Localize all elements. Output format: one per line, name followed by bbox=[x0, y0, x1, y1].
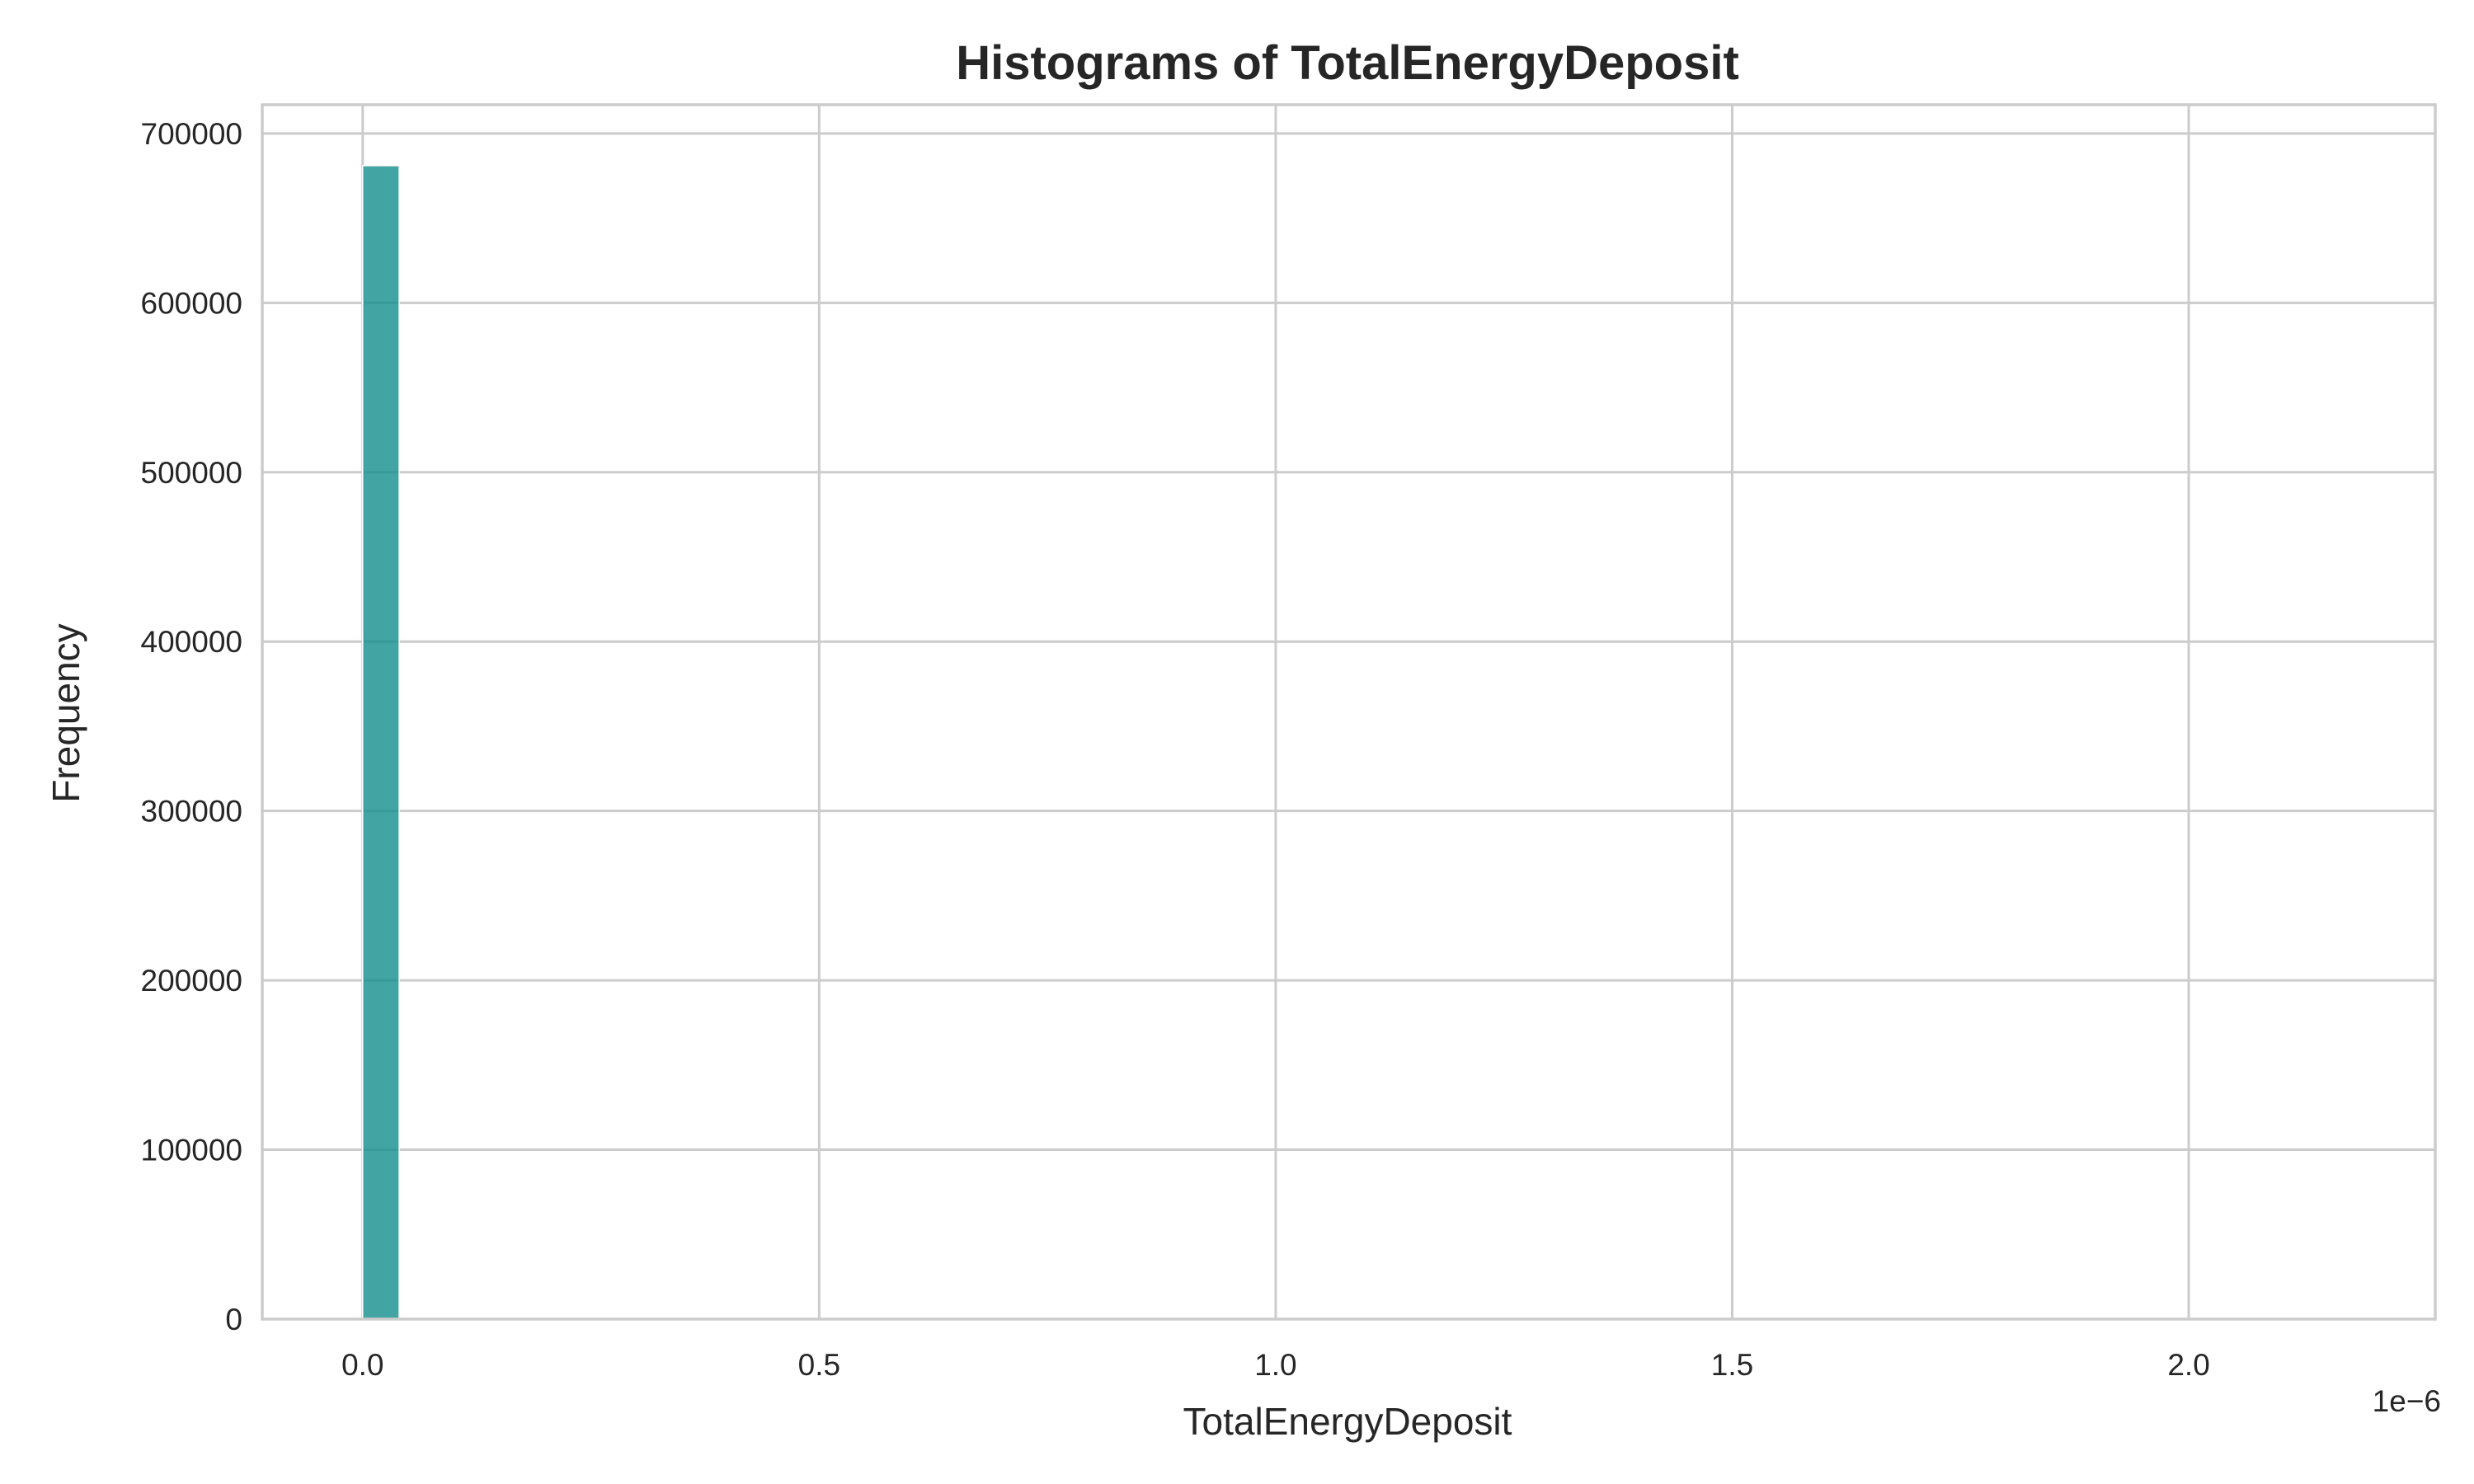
x-tick-label: 1.5 bbox=[1711, 1348, 1753, 1382]
y-tick-label: 400000 bbox=[141, 625, 242, 659]
x-tick-label: 1.0 bbox=[1254, 1348, 1296, 1382]
y-tick-label: 0 bbox=[225, 1303, 242, 1336]
x-axis-offset-label: 1e−6 bbox=[2373, 1384, 2441, 1418]
plot-area-border bbox=[261, 103, 2437, 1321]
y-tick-label: 100000 bbox=[141, 1134, 242, 1167]
x-tick-label: 2.0 bbox=[2167, 1348, 2209, 1382]
y-tick-label: 200000 bbox=[141, 964, 242, 998]
histogram-bar bbox=[362, 165, 400, 1320]
x-tick-label: 0.5 bbox=[798, 1348, 840, 1382]
x-axis-ticks: 0.0 0.5 1.0 1.5 2.0 bbox=[341, 1348, 2210, 1382]
y-axis-label: Frequency bbox=[45, 623, 87, 802]
y-tick-label: 600000 bbox=[141, 286, 242, 320]
y-tick-label: 700000 bbox=[141, 117, 242, 151]
y-tick-label: 300000 bbox=[141, 795, 242, 829]
y-tick-label: 500000 bbox=[141, 456, 242, 490]
y-axis-ticks: 0 100000 200000 300000 400000 500000 600000 700… bbox=[141, 117, 242, 1336]
x-tick-label: 0.0 bbox=[341, 1348, 383, 1382]
histogram-bars bbox=[362, 165, 400, 1320]
grid bbox=[262, 105, 2435, 1321]
x-axis-label: TotalEnergyDeposit bbox=[1183, 1400, 1512, 1443]
chart-title: Histograms of TotalEnergyDeposit bbox=[956, 36, 1739, 90]
